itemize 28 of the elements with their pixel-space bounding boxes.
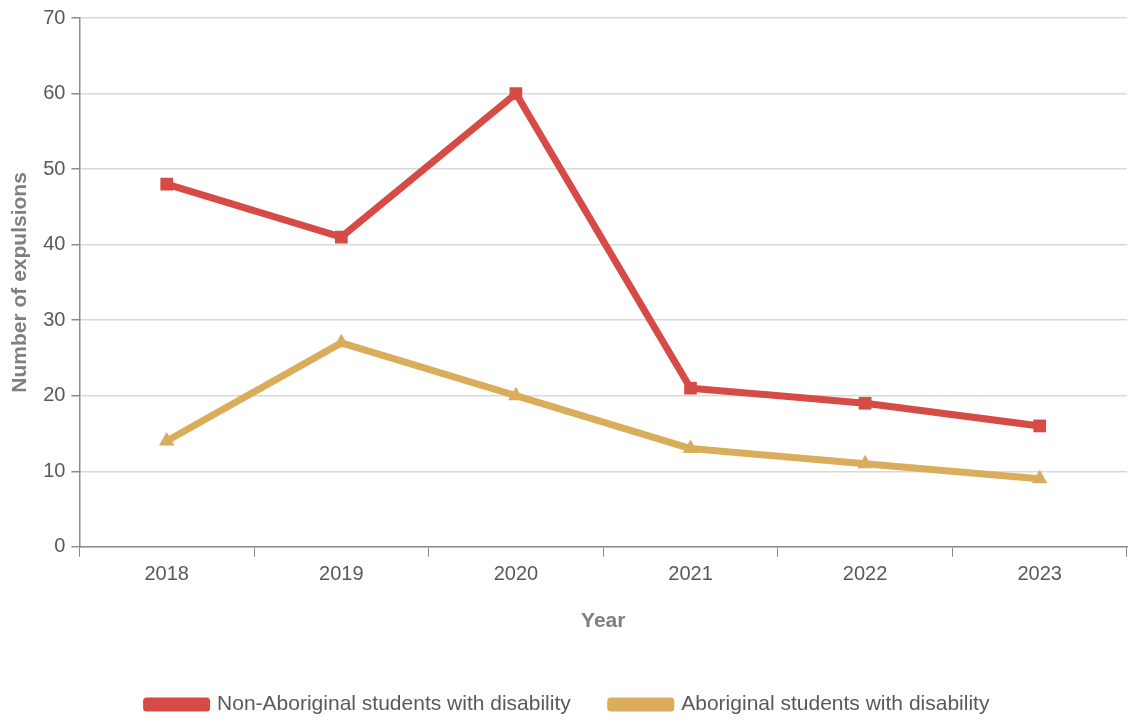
legend-label: Non-Aboriginal students with disability [217, 691, 572, 715]
y-tick-label: 0 [54, 534, 66, 557]
x-axis-title: Year [581, 608, 626, 632]
x-tick-label: 2018 [144, 562, 189, 585]
point [509, 87, 523, 100]
x-tick-label: 2020 [493, 562, 539, 585]
y-tick-label: 60 [43, 81, 66, 104]
legend-label: Aboriginal students with disability [681, 691, 990, 715]
x-tick-label: 2021 [668, 562, 713, 585]
point [334, 230, 348, 244]
y-tick-label: 50 [43, 156, 66, 179]
point [1031, 469, 1048, 484]
point [1033, 419, 1047, 433]
y-tick-label: 40 [43, 232, 66, 255]
point [858, 396, 872, 410]
x-tick-label: 2023 [1017, 562, 1062, 585]
y-tick-label: 70 [43, 5, 66, 28]
x-tick-label: 2019 [319, 562, 364, 585]
y-tick-label: 10 [43, 458, 66, 481]
y-tick-label: 20 [43, 383, 66, 406]
y-axis-title: Number of expulsions [7, 172, 31, 393]
x-tick-label: 2022 [842, 562, 888, 585]
y-tick-label: 30 [43, 307, 66, 330]
point [684, 381, 697, 395]
point [160, 177, 174, 191]
point [682, 439, 699, 454]
point [158, 432, 175, 446]
point [857, 454, 873, 469]
